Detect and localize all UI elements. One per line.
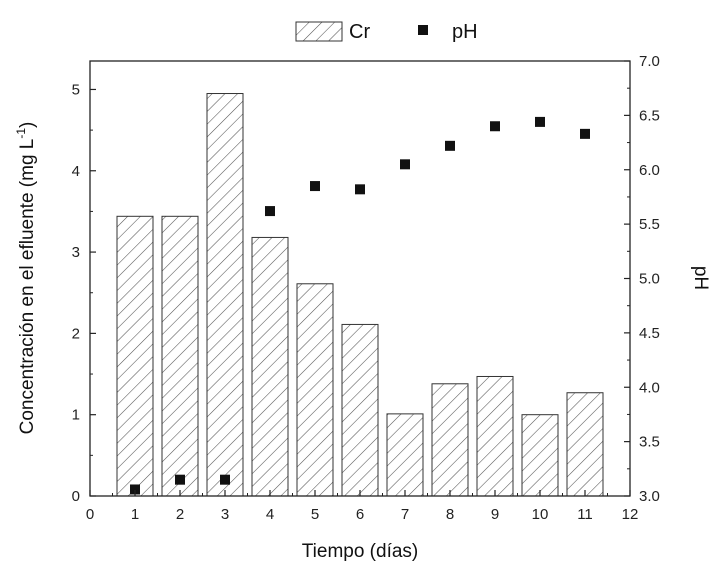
x-tick-label: 0 <box>86 506 94 523</box>
y2-tick-label: 3.0 <box>639 488 660 505</box>
ph-markers <box>130 116 590 495</box>
bar-cr-11 <box>566 392 604 497</box>
point-ph-10 <box>535 116 545 127</box>
bar-cr-4 <box>251 236 289 497</box>
y-axis-right: 3.0 3.5 4.0 4.5 5.0 5.5 6.0 6.5 7.0 <box>624 53 660 505</box>
bar-cr-9 <box>476 375 514 497</box>
point-ph-2 <box>175 474 185 485</box>
y-axis-title-superscript: -1 <box>14 128 28 139</box>
y-tick-label: 2 <box>72 325 80 342</box>
y2-tick-label: 4.0 <box>639 379 660 396</box>
y-tick-label: 5 <box>72 81 80 98</box>
x-tick-label: 2 <box>176 506 184 523</box>
x-tick-label: 5 <box>311 506 319 523</box>
point-ph-8 <box>445 140 455 151</box>
point-ph-7 <box>400 159 410 170</box>
bar-cr-5 <box>296 283 334 497</box>
legend-marker-ph <box>418 25 428 35</box>
y-tick-label: 1 <box>72 407 80 424</box>
legend-swatch-cr <box>295 21 343 42</box>
y2-tick-label: 4.5 <box>639 325 660 342</box>
x-tick-label: 12 <box>622 506 639 523</box>
x-tick-label: 9 <box>491 506 499 523</box>
point-ph-4 <box>265 206 275 217</box>
x-axis: 0 1 2 3 4 5 6 7 8 9 10 11 12 <box>86 490 639 523</box>
y-tick-label: 0 <box>72 488 80 505</box>
legend: Cr pH <box>295 21 478 43</box>
point-ph-1 <box>130 484 140 495</box>
x-tick-label: 1 <box>131 506 139 523</box>
legend-label-ph: pH <box>452 21 478 43</box>
point-ph-3 <box>220 474 230 485</box>
y2-tick-label: 6.5 <box>639 107 660 124</box>
point-ph-11 <box>580 128 590 139</box>
y-tick-label: 3 <box>72 244 80 261</box>
y-tick-label: 4 <box>72 163 80 180</box>
point-ph-6 <box>355 184 365 195</box>
x-tick-label: 6 <box>356 506 364 523</box>
bar-cr-2 <box>161 215 199 497</box>
point-ph-9 <box>490 121 500 132</box>
y2-tick-label: 3.5 <box>639 434 660 451</box>
bar-cr-6 <box>341 323 379 497</box>
x-tick-label: 11 <box>577 506 593 523</box>
y2-tick-label: 7.0 <box>639 53 660 70</box>
x-axis-title: Tiempo (días) <box>302 541 419 562</box>
x-tick-label: 3 <box>221 506 229 523</box>
y2-axis-title: pH <box>690 266 711 290</box>
y-axis-title: Concentración en el efluente (mg L-1) <box>14 122 38 435</box>
y-axis-title-end: ) <box>17 122 38 128</box>
x-tick-label: 10 <box>532 506 549 523</box>
y2-tick-label: 5.0 <box>639 271 660 288</box>
point-ph-5 <box>310 181 320 192</box>
bar-cr-3 <box>206 93 244 497</box>
bar-cr-1 <box>116 215 154 497</box>
legend-label-cr: Cr <box>349 21 370 43</box>
y-axis-left: 0 1 2 3 4 5 <box>72 81 96 505</box>
bar-cr-10 <box>521 414 559 497</box>
bar-cr-7 <box>386 413 424 497</box>
x-tick-label: 7 <box>401 506 409 523</box>
y2-tick-label: 6.0 <box>639 162 660 179</box>
y2-tick-label: 5.5 <box>639 216 660 233</box>
bar-cr-8 <box>431 383 469 497</box>
x-tick-label: 4 <box>266 506 274 523</box>
cr-bars <box>116 93 604 497</box>
x-tick-label: 8 <box>446 506 454 523</box>
